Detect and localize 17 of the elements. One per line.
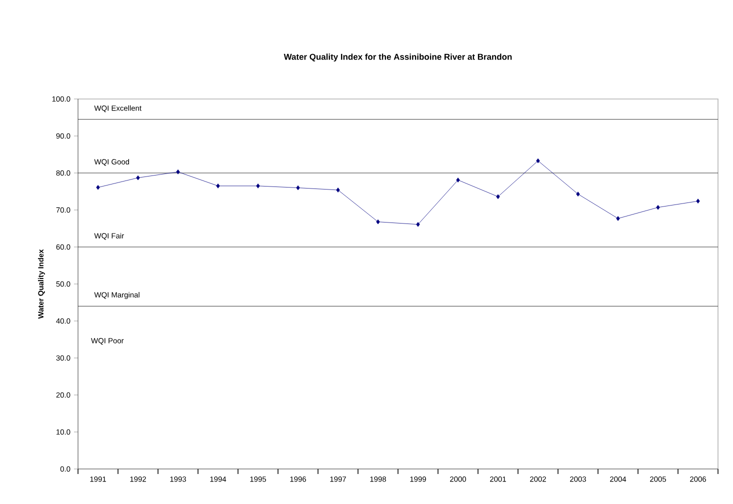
point [176,169,180,174]
point [456,178,460,182]
point [616,216,620,221]
point [536,158,540,164]
point [136,175,140,180]
point [376,219,380,224]
point [96,185,100,190]
point [336,188,340,192]
point [256,184,260,188]
point [296,185,300,190]
chart-title: Water Quality Index for the Assiniboine River at Brandon [284,54,512,62]
point [576,192,580,196]
point [416,222,420,227]
point [216,184,220,188]
point [696,198,700,204]
point [496,194,500,200]
point [656,204,660,210]
